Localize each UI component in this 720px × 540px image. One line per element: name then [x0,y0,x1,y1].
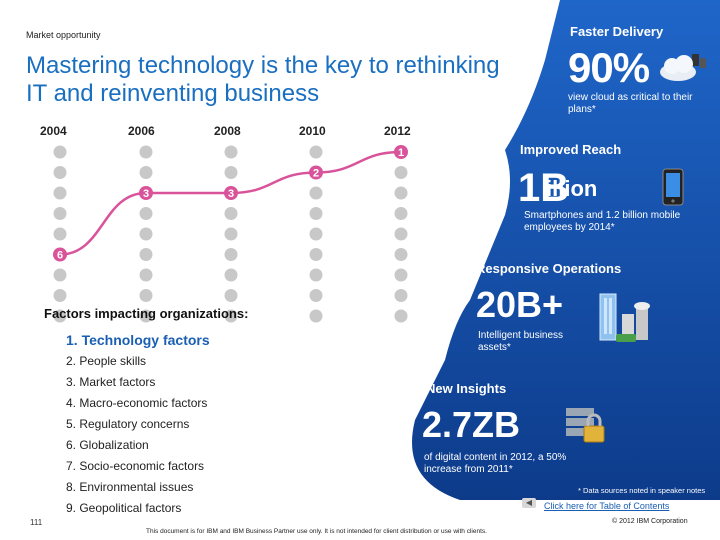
rank-dot [139,166,153,179]
copyright: © 2012 IBM Corporation [612,518,688,525]
section-kicker: Market opportunity [26,30,101,40]
rank-dot [224,268,238,282]
rank-dot [394,227,408,241]
rank-dot [224,289,238,302]
factor-item: 4. Macro-economic factors [66,396,208,410]
rank-dot [224,166,238,179]
rank-dot [309,186,323,200]
sources-note: * Data sources noted in speaker notes [578,486,706,495]
rank-dot [53,227,67,241]
smartphone-icon [662,168,684,206]
rank-dot [394,248,408,261]
rank-dot [394,207,408,220]
cloud-icon [660,54,706,81]
rank-badge: 2 [309,165,323,180]
database-lock-icon [566,408,605,443]
factor-item: 5. Regulatory concerns [66,417,190,431]
factors-list: 1. Technology factors 2. People skills 3… [66,330,210,519]
rank-dot [139,248,153,261]
faster-delivery-value: 90% [568,44,650,91]
responsive-ops-desc: Intelligent business assets* [478,330,564,353]
new-insights-desc: of digital content in 2012, a 50% increa… [424,452,567,475]
rank-badge: 3 [224,186,238,200]
factor-item: 2. People skills [66,354,147,368]
rank-dot [53,207,67,220]
rank-dot [139,207,153,220]
rank-dot [53,166,67,179]
rank-dot [394,268,408,282]
svg-text:1: 1 [398,147,404,159]
disclaimer: This document is for IBM and IBM Busines… [146,528,487,535]
year-label: 2010 [299,124,326,138]
rank-dot [53,289,67,302]
rank-dot [309,248,323,261]
svg-text:6: 6 [57,250,63,262]
rank-dot [139,309,153,323]
factor-item: 6. Globalization [66,438,149,452]
improved-reach-value-suffix: illion [546,176,598,201]
rank-dot [139,268,153,282]
new-insights-label: New Insights [426,381,507,396]
rank-dot [53,268,67,282]
faster-delivery-desc: view cloud as critical to their plans* [568,92,693,115]
factors-title: Factors impacting organizations: [44,306,249,321]
rank-dot [394,186,408,200]
rank-badge: 1 [394,145,408,159]
improved-reach-desc: Smartphones and 1.2 billion mobile emplo… [524,210,681,233]
svg-text:3: 3 [228,188,234,200]
rank-dot [53,309,67,323]
page-number: 111 [30,518,43,527]
rank-dot [309,227,323,241]
rank-dot [139,289,153,302]
svg-text:3: 3 [143,188,149,200]
rank-badge: 6 [53,247,67,262]
improved-reach-label: Improved Reach [520,142,622,157]
rank-dot [394,289,408,302]
page-title: Mastering technology is the key to rethi… [26,52,500,107]
rank-dot [224,227,238,241]
rank-dot [139,227,153,241]
rank-dot [309,145,323,159]
rank-dot [224,309,238,323]
responsive-ops-label: Responsive Operations [476,261,622,276]
rank-dot [53,145,67,159]
rank-dot [394,166,408,179]
faster-delivery-label: Faster Delivery [570,24,664,39]
toc-arrow-icon[interactable]: ◀ [522,498,536,508]
year-label: 2006 [128,124,155,138]
rank-dot [309,289,323,302]
factor-item: 9. Geopolitical factors [66,501,182,515]
year-label: 2012 [384,124,411,138]
rank-dot [224,145,238,159]
new-insights-value: 2.7ZB [422,404,521,445]
year-label: 2004 [40,124,67,138]
factor-item: 7. Socio-economic factors [66,459,205,473]
rank-dot [394,309,408,323]
responsive-ops-value: 20B+ [476,284,564,325]
rank-dot [309,309,323,323]
year-label: 2008 [214,124,241,138]
factor-item: 3. Market factors [66,375,156,389]
improved-reach-value: 1B [518,166,570,210]
rank-dot [224,248,238,261]
toc-link[interactable]: Click here for Table of Contents [544,501,670,511]
factor-item: 8. Environmental issues [66,480,194,494]
svg-text:2: 2 [313,168,319,180]
rank-dot [309,207,323,220]
buildings-icon [599,293,650,342]
rank-dot [53,186,67,200]
rank-badge: 3 [139,186,153,200]
rank-dot [224,207,238,220]
rank-dot [139,145,153,159]
factor-item: 1. Technology factors [66,332,210,348]
rank-dot [309,268,323,282]
